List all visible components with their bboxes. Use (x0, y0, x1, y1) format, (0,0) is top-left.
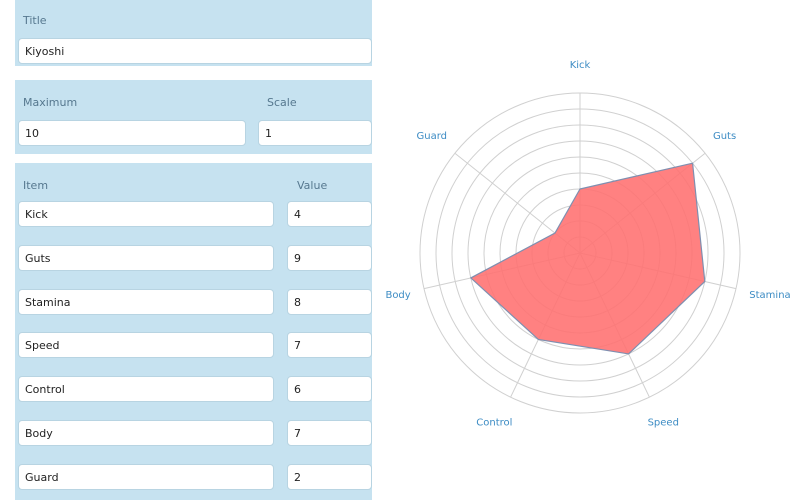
item-value-input[interactable]: 9 (287, 244, 372, 271)
item-value-input[interactable]: 4 (287, 201, 372, 227)
item-value-input[interactable]: 8 (287, 288, 372, 315)
title-section: Title Kiyoshi (15, 0, 372, 66)
range-section: Maximum 10 Scale 1 (15, 80, 372, 154)
item-value-input[interactable]: 7 (287, 332, 372, 359)
axis-label: Speed (648, 417, 679, 428)
item-value-input[interactable]: 7 (287, 420, 372, 446)
column-header: Item (23, 179, 49, 192)
axis-label: Guts (713, 131, 736, 142)
item-name-input[interactable]: Control (18, 376, 274, 403)
title-input[interactable]: Kiyoshi (18, 38, 372, 64)
axis-label: Control (476, 417, 512, 428)
radar-chart: Kick Guts Stamina Speed Control Body Guard (385, 60, 790, 428)
field-label: Maximum (23, 96, 78, 109)
scale-input[interactable]: 1 (258, 120, 372, 146)
field-label: Title (23, 14, 47, 27)
column-header: Value (297, 179, 328, 192)
item-name-input[interactable]: Body (18, 420, 274, 446)
maximum-input[interactable]: 10 (18, 120, 246, 146)
form-panel: Title Kiyoshi Maximum 10 Scale 1 Item Va… (15, 0, 372, 500)
items-section: Item Value Kick 4 Guts 9 Stamina 8 Speed 7 Contr… (15, 163, 372, 500)
item-name-input[interactable]: Stamina (18, 288, 274, 315)
item-name-input[interactable]: Kick (18, 201, 274, 227)
item-name-input[interactable]: Guard (18, 463, 274, 490)
axis-label: Stamina (749, 290, 790, 301)
radar-area (469, 162, 706, 355)
item-value-input[interactable]: 2 (287, 463, 372, 490)
axis-label: Body (385, 290, 410, 301)
item-name-input[interactable]: Speed (18, 332, 274, 359)
field-label: Scale (267, 96, 297, 109)
item-value-input[interactable]: 6 (287, 376, 372, 403)
item-name-input[interactable]: Guts (18, 244, 274, 271)
axis-label: Guard (417, 131, 448, 142)
axis-label: Kick (570, 60, 591, 71)
